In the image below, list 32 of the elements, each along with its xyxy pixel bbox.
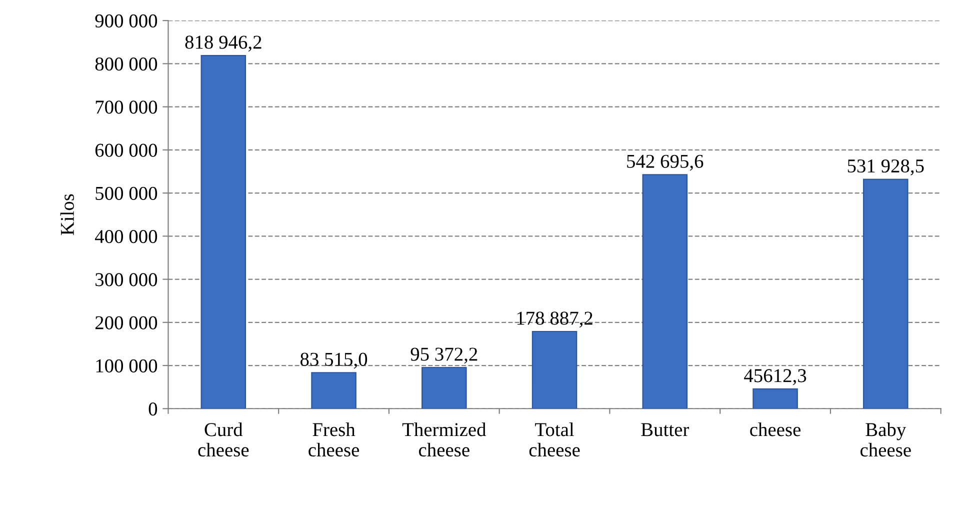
x-tick-label: Total cheese — [529, 422, 580, 457]
x-tick-label: Thermized cheese — [402, 422, 486, 457]
bar — [200, 54, 246, 409]
bar — [642, 174, 688, 409]
x-tick-label: Curd cheese — [198, 422, 249, 457]
x-tick-label: Butter — [641, 423, 690, 436]
x-tick-label: Fresh cheese — [308, 422, 360, 457]
data-label: 45612,3 — [744, 369, 806, 386]
bar — [752, 388, 798, 409]
y-tick-label: 0 — [148, 402, 158, 416]
y-tick-label: 500 000 — [96, 186, 158, 200]
bar — [863, 178, 908, 409]
data-label: 178 887,2 — [517, 312, 592, 328]
bar — [311, 372, 356, 409]
y-tick-label: 600 000 — [95, 144, 158, 157]
y-axis-title: Kilos — [60, 194, 74, 236]
y-tick-label: 800 000 — [95, 57, 158, 71]
data-label: 542 695,6 — [627, 154, 704, 171]
x-tick-label: Baby cheese — [860, 422, 911, 457]
bar — [532, 330, 578, 409]
y-tick-label: 100 000 — [96, 359, 158, 372]
data-label: 95 372,2 — [410, 348, 478, 364]
y-tick-label: 300 000 — [96, 273, 158, 286]
y-tick-label: 400 000 — [94, 230, 158, 244]
data-label: 818 946,2 — [185, 36, 262, 52]
x-tick-label: cheese — [750, 422, 801, 436]
data-label: 531 928,5 — [848, 159, 924, 176]
y-tick-label: 900 000 — [95, 14, 158, 28]
bar — [422, 366, 467, 409]
data-label: 83 515,0 — [300, 352, 368, 369]
y-tick-label: 700 000 — [96, 100, 158, 114]
y-tick-label: 200 000 — [95, 316, 158, 330]
